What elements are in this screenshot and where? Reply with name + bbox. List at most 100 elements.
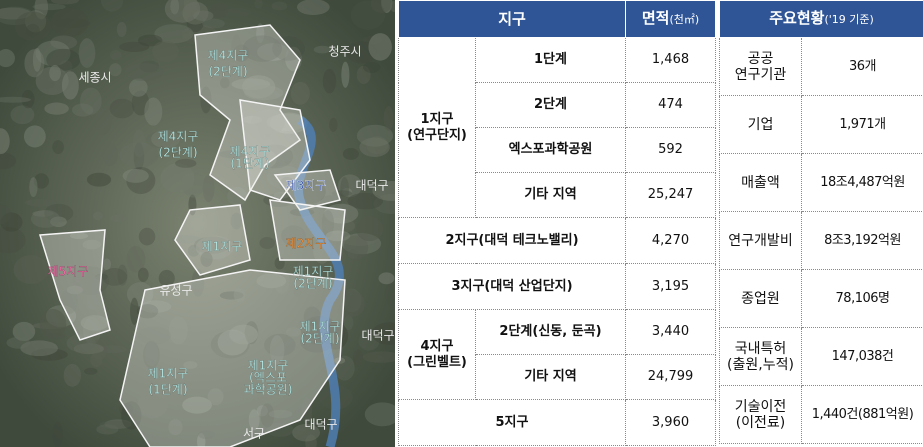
item-cell: 국내특허(출원,누적) <box>720 328 802 386</box>
sub-cell: 기타 지역 <box>476 355 626 400</box>
value-cell: 36개 <box>802 38 923 96</box>
header-note: ('19 기준) <box>824 13 873 26</box>
terrain-patch <box>384 106 394 131</box>
map-label: 청주시 <box>328 45 361 59</box>
text: 4지구 <box>421 339 454 354</box>
sub-cell: 기타 지역 <box>476 173 626 218</box>
terrain-patch <box>291 82 310 105</box>
terrain-patch <box>110 99 135 119</box>
area-cell: 25,247 <box>626 173 716 218</box>
terrain-patch <box>15 12 51 41</box>
header-cell: 주요현황('19 기준) <box>720 1 923 38</box>
sub-cell: 엑스포과학공원 <box>476 128 626 173</box>
terrain-patch <box>110 215 127 223</box>
text: 기업 <box>748 117 774 133</box>
terrain-patch <box>64 364 81 387</box>
terrain-patch <box>203 175 215 203</box>
terrain-patch <box>103 142 118 166</box>
text: 공공 <box>748 51 774 67</box>
terrain-patch <box>175 159 196 168</box>
value-cell: 1,971개 <box>802 96 923 154</box>
map-label: 제2지구 <box>286 237 327 251</box>
item-cell: 연구개발비 <box>720 212 802 270</box>
terrain-patch <box>54 19 90 28</box>
text: 매출액 <box>741 175 780 191</box>
map-label: (1단계) <box>230 157 269 171</box>
item-cell: 기술이전(이전료) <box>720 386 802 444</box>
value-cell: 18조4,487억원 <box>802 154 923 212</box>
map-label: 제5지구 <box>48 265 89 279</box>
terrain-patch <box>123 169 149 183</box>
map-label: 대덕구 <box>355 179 388 193</box>
text: (출원,누적) <box>727 357 794 373</box>
text: 기술이전 <box>735 399 787 415</box>
row: 기술이전(이전료)1,440건(881억원) <box>720 386 923 444</box>
terrain-patch <box>356 217 383 242</box>
terrain-patch <box>62 71 79 99</box>
area-cell: 1,468 <box>626 38 716 83</box>
text: 1지구 <box>421 112 454 127</box>
terrain-patch <box>138 268 149 282</box>
terrain-patch <box>160 163 194 193</box>
terrain-patch <box>329 118 338 132</box>
terrain-patch <box>129 78 148 96</box>
terrain-patch <box>52 140 64 154</box>
map-label: (2단계) <box>300 332 339 346</box>
terrain-patch <box>152 41 179 62</box>
terrain-patch <box>343 148 359 160</box>
terrain-patch <box>359 138 389 157</box>
terrain-patch <box>144 98 162 126</box>
terrain-patch <box>271 2 287 11</box>
terrain-patch <box>87 173 111 187</box>
map-label: 제1지구 <box>148 367 189 381</box>
text: 연구기관 <box>735 67 787 83</box>
terrain-patch <box>44 102 68 114</box>
map-label: 서구 <box>243 427 265 441</box>
map-label: 제4지구 <box>208 49 249 63</box>
sub-cell: 3지구(대덕 산업단지) <box>399 264 626 310</box>
group-cell: 1지구(연구단지) <box>399 38 476 218</box>
sub-cell: 2단계 <box>476 83 626 128</box>
header-unit: (천㎡) <box>669 13 699 26</box>
row: 기업 1,971개 <box>720 96 923 154</box>
map-label: (2단계) <box>208 65 247 79</box>
row: 종업원78,106명 <box>720 270 923 328</box>
area-cell: 3,195 <box>626 264 716 310</box>
terrain-patch <box>139 228 156 246</box>
area-cell: 4,270 <box>626 218 716 264</box>
terrain-patch <box>95 107 111 135</box>
text: 종업원 <box>741 291 780 307</box>
terrain-patch <box>52 422 63 447</box>
sub-cell: 2단계(신동, 둔곡) <box>476 310 626 355</box>
terrain-patch <box>224 8 251 17</box>
terrain-patch <box>340 177 349 203</box>
terrain-patch <box>90 353 102 367</box>
terrain-patch <box>368 33 392 60</box>
terrain-patch <box>29 177 37 197</box>
header-text: 면적 <box>642 9 670 27</box>
terrain-patch <box>46 333 65 339</box>
terrain-patch <box>31 210 60 228</box>
area-cell: 3,440 <box>626 310 716 355</box>
text: (이전료) <box>736 415 786 431</box>
header-text: 주요현황 <box>769 9 824 27</box>
terrain-patch <box>84 368 97 375</box>
area-cell: 474 <box>626 83 716 128</box>
terrain-patch <box>323 69 336 94</box>
area-cell: 3,960 <box>626 400 716 446</box>
area-cell: 24,799 <box>626 355 716 400</box>
terrain-patch <box>117 22 127 37</box>
terrain-patch <box>103 258 111 269</box>
map-label: 제4지구 <box>158 130 199 144</box>
value-cell: 8조3,192억원 <box>802 212 923 270</box>
terrain-patch <box>72 103 93 116</box>
terrain-patch <box>124 63 164 81</box>
terrain-patch <box>96 424 118 434</box>
text: 국내특허 <box>735 341 787 357</box>
map-label: 대덕구 <box>361 329 394 343</box>
text: (연구단지) <box>407 128 467 143</box>
map-label: 유성구 <box>159 284 192 298</box>
